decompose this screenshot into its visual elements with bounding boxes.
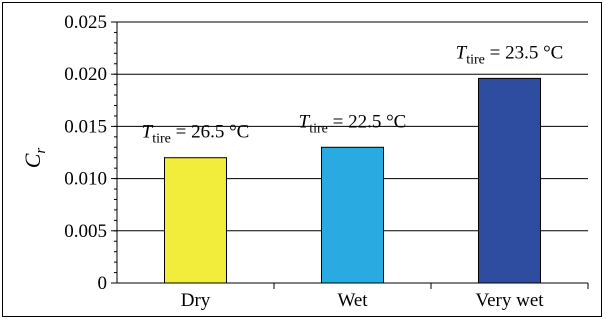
temperature-annotation: Ttire = 23.5 °C — [456, 42, 564, 67]
bar-wet — [321, 146, 384, 284]
y-tick-label: 0.025 — [64, 12, 107, 33]
y-tick-labels: 0 0.005 0.010 0.015 0.020 0.025 — [64, 12, 107, 294]
temperature-annotation: Ttire = 26.5 °C — [142, 122, 250, 147]
y-tick-label: 0.020 — [64, 64, 107, 85]
y-tick-label: 0.015 — [64, 116, 107, 137]
y-axis-label: Cr — [20, 148, 49, 169]
axes — [111, 21, 589, 289]
bars — [164, 77, 541, 284]
x-tick-label: Very wet — [475, 290, 544, 311]
y-tick-label: 0 — [98, 273, 108, 294]
y-tick-label: 0.005 — [64, 221, 107, 242]
bar-dry — [164, 157, 227, 284]
x-tick-labels: Dry Wet Very wet — [181, 290, 545, 311]
temperature-annotation: Ttire = 22.5 °C — [299, 111, 407, 136]
bar-very-wet — [478, 77, 541, 284]
bar-annotations: Ttire = 26.5 °C Ttire = 22.5 °C Ttire = 23… — [142, 42, 564, 146]
y-tick-label: 0.010 — [64, 169, 107, 190]
x-tick-label: Wet — [337, 290, 368, 311]
x-tick-label: Dry — [181, 290, 211, 311]
